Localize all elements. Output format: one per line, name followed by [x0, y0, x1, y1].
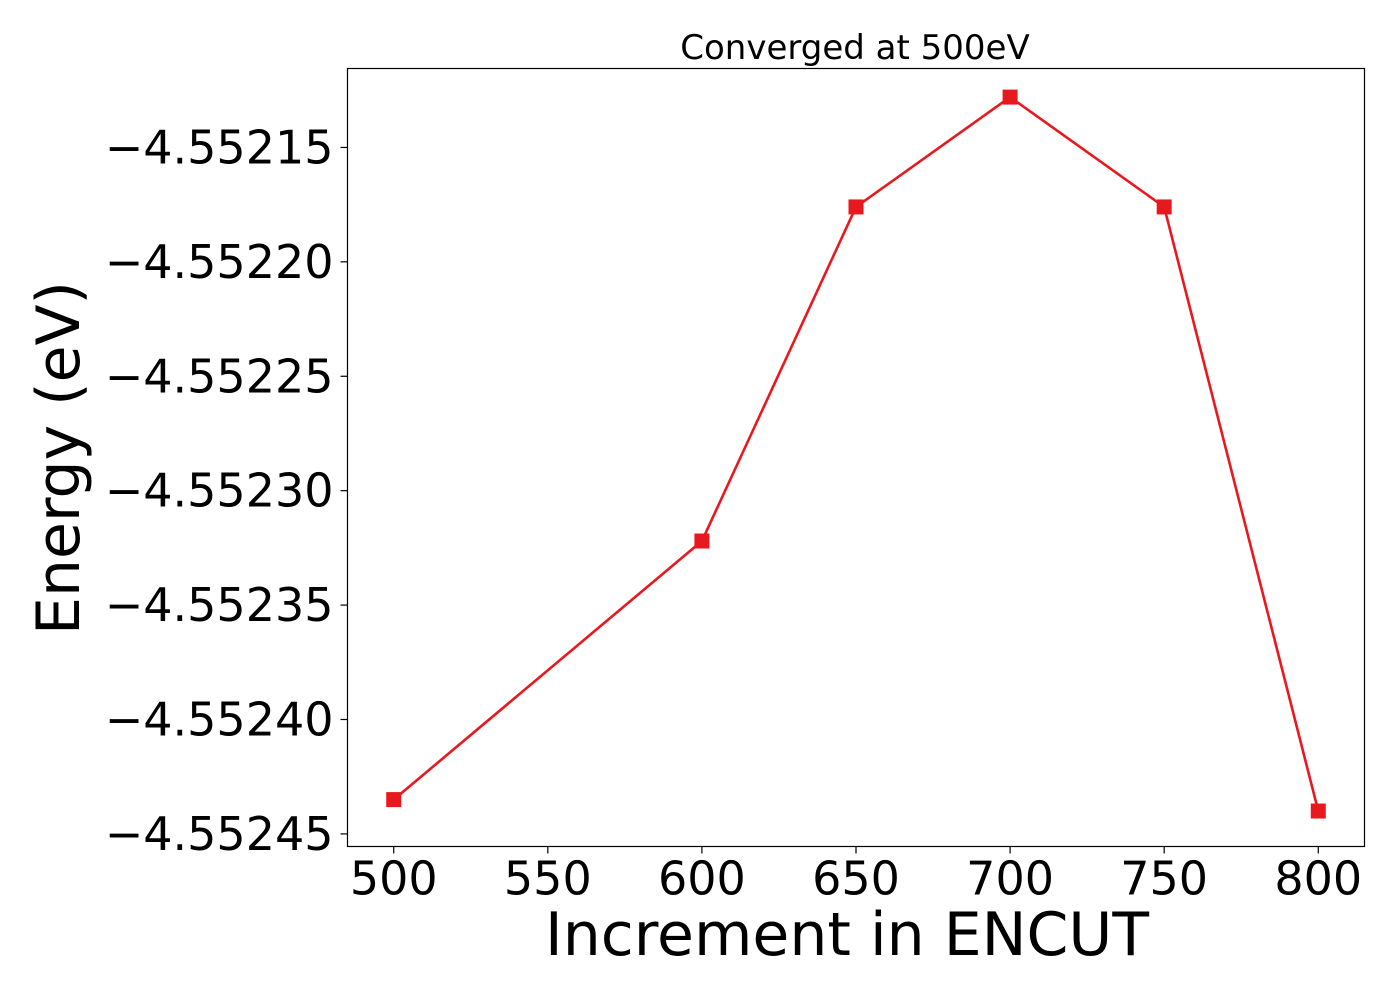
- series-line: [392, 95, 1320, 812]
- y-tick-label: −4.55245: [105, 807, 334, 861]
- data-point-marker: [694, 533, 710, 549]
- data-point-marker: [1002, 89, 1018, 105]
- y-tick-label: −4.55220: [105, 235, 334, 289]
- x-axis-ticks: 500 550 600 650 700 750 800: [350, 846, 1362, 906]
- x-tick-label: 800: [1274, 852, 1362, 906]
- chart-title: Converged at 500eV: [680, 28, 1029, 68]
- x-tick-label: 700: [966, 852, 1054, 906]
- y-axis-ticks: −4.55245 −4.55240 −4.55235 −4.55230 −4.55225…: [105, 120, 348, 861]
- x-tick-label: 750: [1120, 852, 1208, 906]
- series-layer: [386, 89, 1326, 819]
- y-axis-label: Energy (eV): [24, 281, 94, 635]
- x-tick-label: 550: [504, 852, 592, 906]
- x-tick-label: 600: [658, 852, 746, 906]
- y-tick-label: −4.55240: [105, 693, 334, 747]
- y-tick-label: −4.55230: [105, 464, 334, 518]
- data-point-marker: [848, 199, 864, 215]
- data-point-marker: [386, 792, 402, 808]
- y-tick-label: −4.55225: [105, 349, 334, 403]
- x-tick-label: 500: [350, 852, 438, 906]
- y-tick-label: −4.55235: [105, 578, 334, 632]
- x-axis-label: Increment in ENCUT: [545, 900, 1149, 970]
- y-tick-label: −4.55215: [105, 120, 334, 174]
- data-point-marker: [1310, 803, 1326, 819]
- plot-area-frame: [346, 67, 1366, 848]
- x-tick-label: 650: [812, 852, 900, 906]
- data-point-marker: [1156, 199, 1172, 215]
